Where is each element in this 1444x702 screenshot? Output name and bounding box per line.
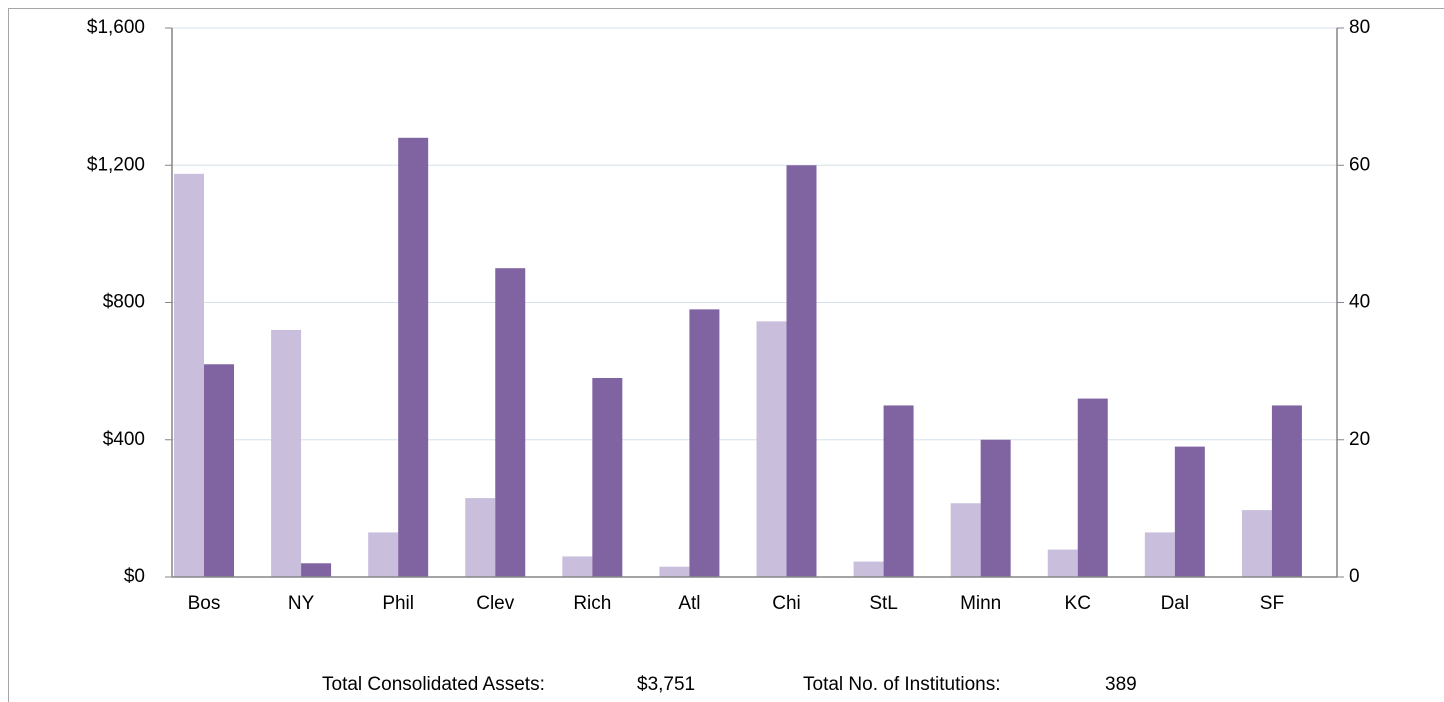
bar xyxy=(495,268,526,577)
bar xyxy=(174,173,204,577)
y-tick-label: $1,600 xyxy=(87,17,145,38)
bar xyxy=(1241,510,1272,577)
bar xyxy=(204,364,234,577)
bar xyxy=(1271,405,1302,577)
annotation-value: $3,751 xyxy=(637,674,695,695)
bar xyxy=(398,137,429,578)
x-tick-label: SF xyxy=(1260,593,1284,614)
annotation-label: Total No. of Institutions: xyxy=(803,674,1001,695)
bar xyxy=(465,498,496,577)
x-tick-label: Chi xyxy=(772,593,801,614)
bar xyxy=(756,321,787,577)
bar xyxy=(883,405,914,577)
x-tick-label: StL xyxy=(869,593,898,614)
bar xyxy=(689,309,720,577)
y2-tick-label: 20 xyxy=(1349,429,1370,450)
x-tick-label: NY xyxy=(288,593,315,614)
y-tick-label: $1,200 xyxy=(87,154,145,175)
bar xyxy=(368,532,399,577)
x-tick-label: Dal xyxy=(1161,593,1190,614)
x-tick-label: Rich xyxy=(573,593,611,614)
y2-tick-label: 80 xyxy=(1349,17,1370,38)
bar xyxy=(950,503,981,577)
bar xyxy=(659,566,690,577)
y-tick-label: $800 xyxy=(103,292,145,313)
bar xyxy=(786,165,817,577)
bar xyxy=(301,563,332,577)
bar xyxy=(853,561,884,577)
x-tick-label: Atl xyxy=(678,593,700,614)
chart-frame xyxy=(8,8,1444,702)
y-tick-label: $400 xyxy=(103,429,145,450)
y2-tick-label: 60 xyxy=(1349,154,1370,175)
bar xyxy=(980,439,1011,577)
annotation-value: 389 xyxy=(1105,674,1137,695)
bar xyxy=(1047,549,1078,577)
bar xyxy=(562,556,593,577)
bar xyxy=(1144,532,1175,577)
y2-tick-label: 40 xyxy=(1349,292,1370,313)
bar xyxy=(1077,398,1108,577)
y-tick-label: $0 xyxy=(124,566,145,587)
x-tick-label: Bos xyxy=(188,593,221,614)
bar xyxy=(592,377,623,577)
bar xyxy=(1174,446,1205,577)
annotation-label: Total Consolidated Assets: xyxy=(322,674,545,695)
x-tick-label: Phil xyxy=(382,593,414,614)
x-tick-label: Clev xyxy=(476,593,515,614)
bar xyxy=(271,329,302,577)
x-tick-label: KC xyxy=(1065,593,1091,614)
x-tick-label: Minn xyxy=(960,593,1001,614)
y2-tick-label: 0 xyxy=(1349,566,1360,587)
